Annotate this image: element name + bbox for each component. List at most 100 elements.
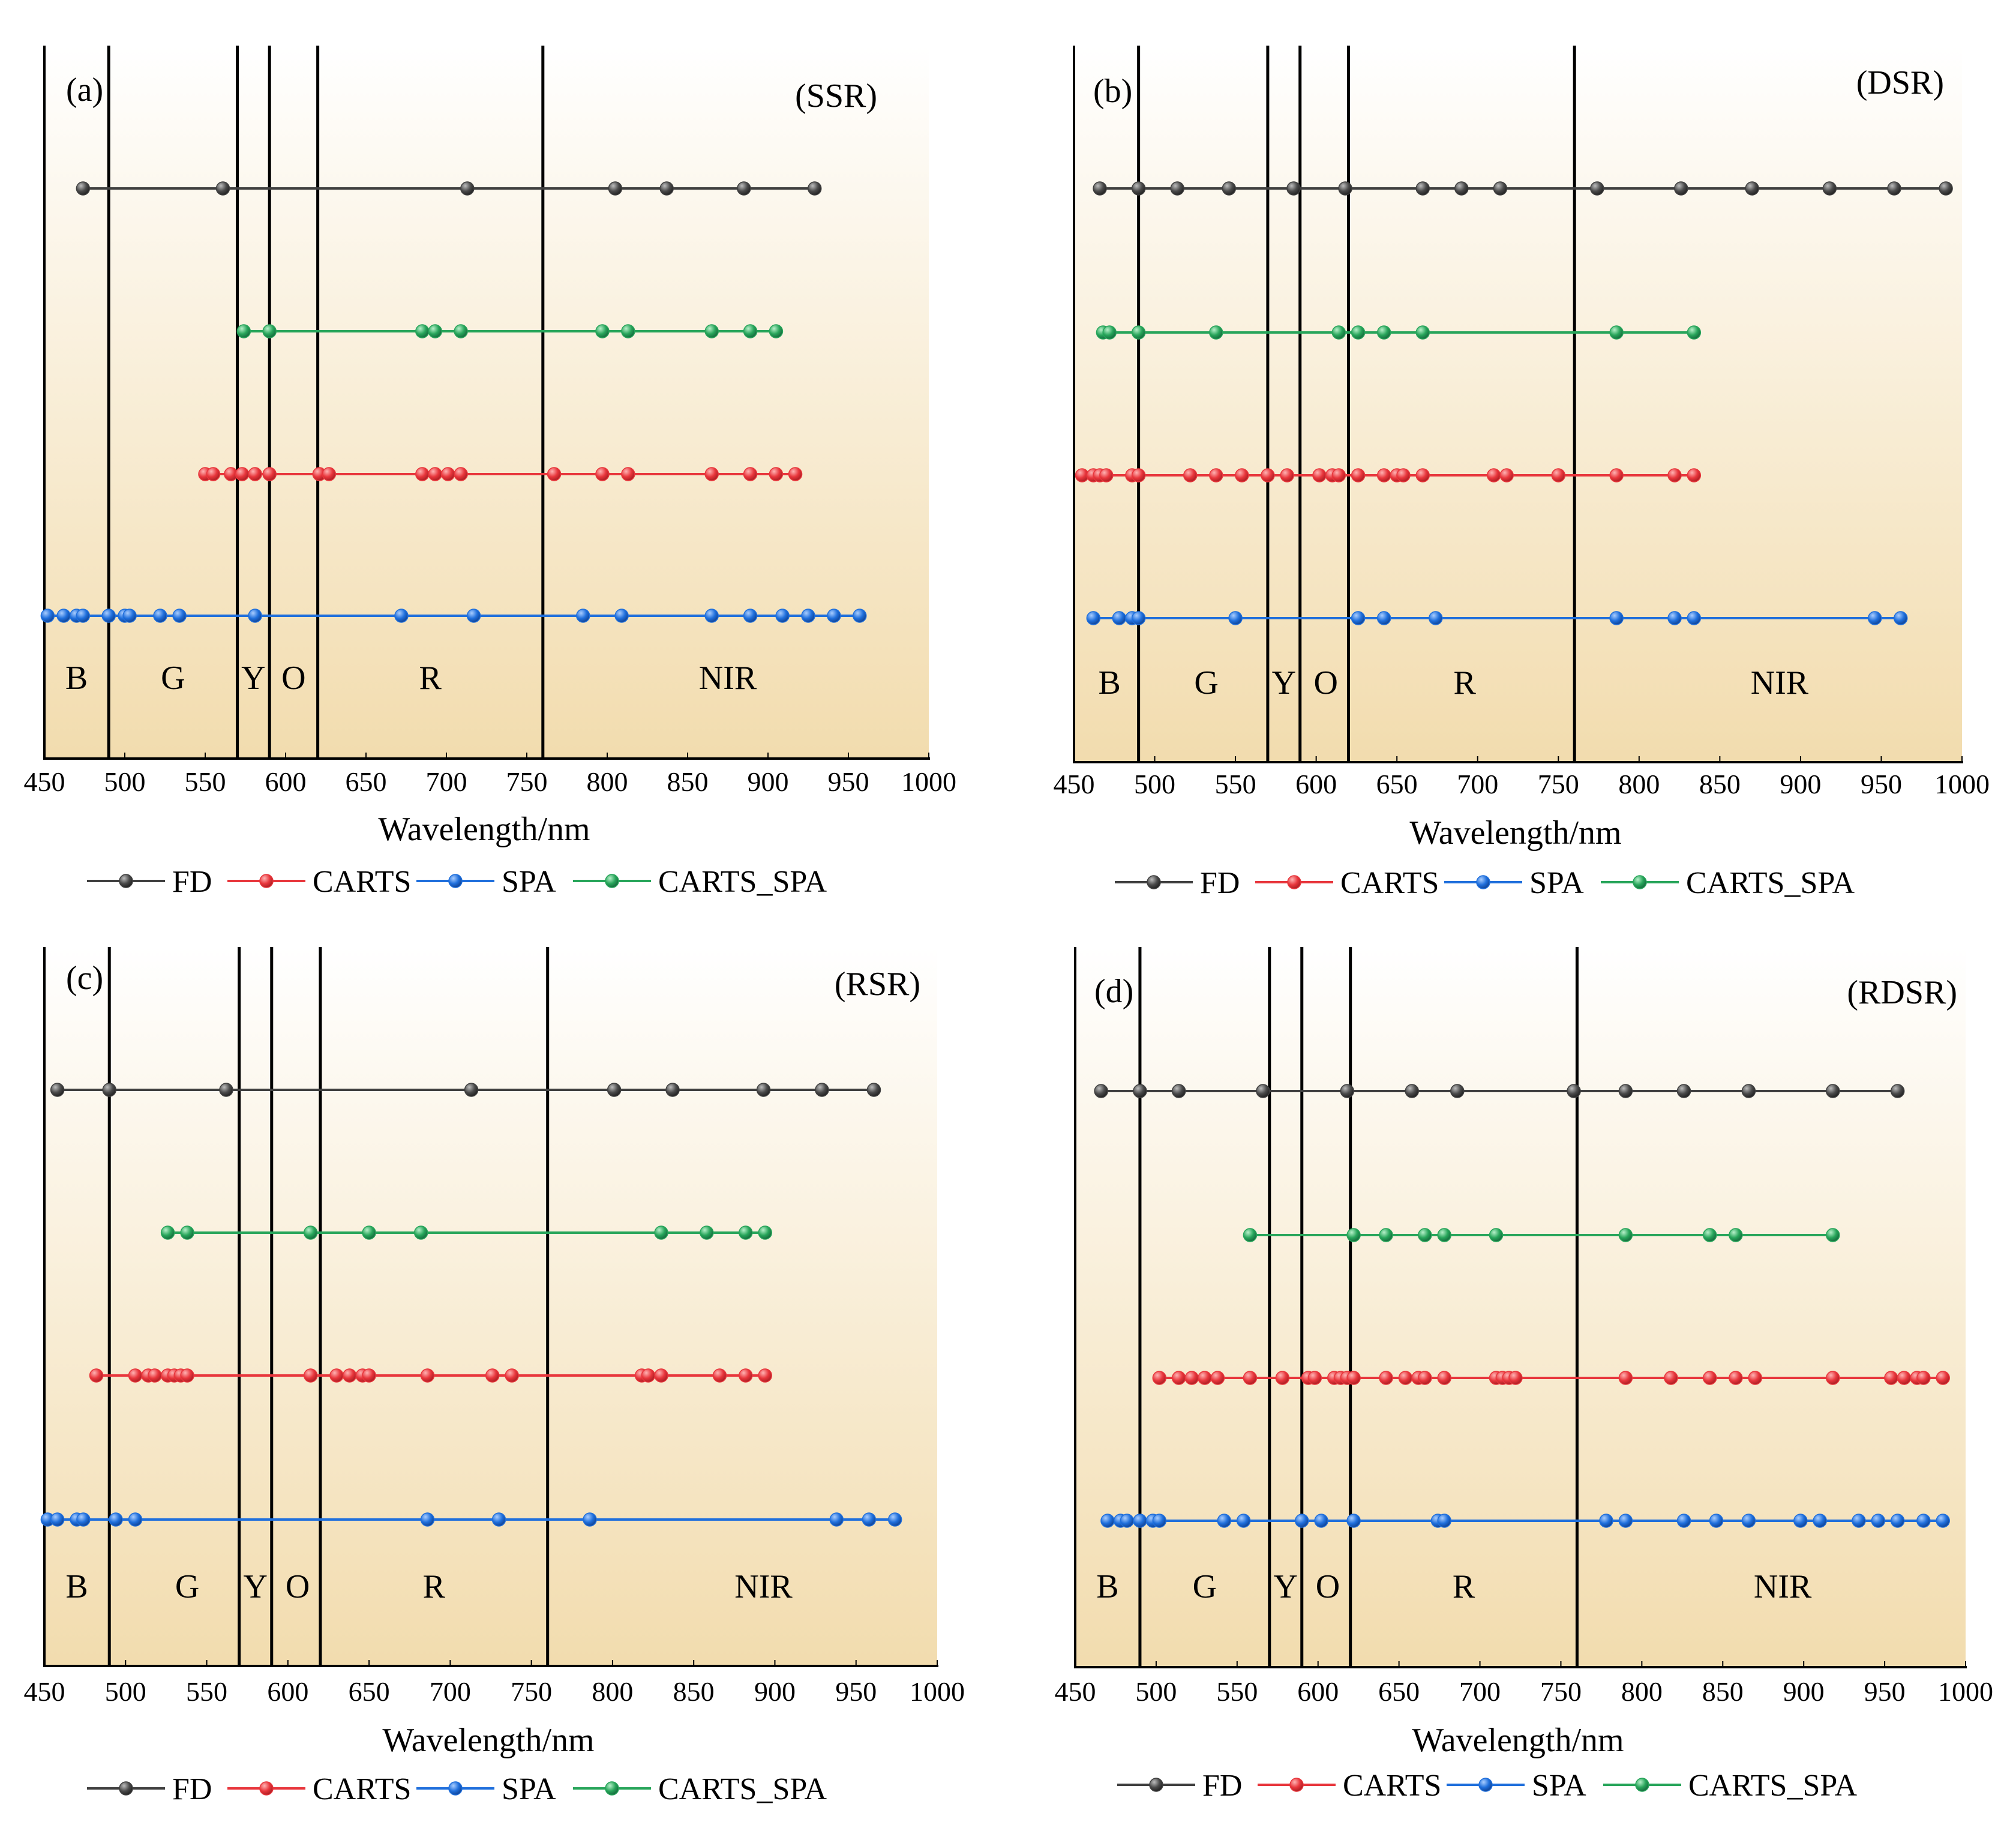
data-point [420,1368,435,1383]
band-label: G [1194,664,1218,702]
data-point [887,1512,902,1527]
band-label: G [161,660,185,697]
x-tick-label: 550 [1215,769,1256,799]
data-point [654,1225,668,1240]
legend-label: CARTS_SPA [658,1772,827,1806]
legend-item-carts-spa: CARTS_SPA [1601,866,1855,900]
legend: FD CARTS SPA CARTS_SPA [1115,866,1855,900]
data-point [1687,468,1702,483]
data-point [394,609,409,623]
data-point [1825,1084,1840,1098]
data-point [1415,468,1430,483]
data-point [1702,1371,1717,1385]
data-point [1674,181,1688,196]
data-point [466,609,481,623]
data-point [215,181,230,196]
data-point [1709,1514,1724,1528]
data-point [583,1512,597,1527]
data-point [1590,181,1604,196]
x-tick-label: 700 [1459,1676,1501,1707]
data-point [362,1225,376,1240]
data-point [1890,1514,1905,1528]
data-point [1131,468,1146,483]
data-point [1093,181,1107,196]
data-point [1916,1514,1931,1528]
data-point [1198,1371,1212,1385]
panel-title: (RSR) [835,966,920,1003]
data-point [1825,1371,1840,1385]
series-fd [50,1083,881,1097]
data-point [704,467,719,481]
data-point [1340,1084,1355,1098]
chart-panel-a: B G Y O R NIR 450 500 550 600 650 700 750 800 850 900 95… [24,46,956,899]
band-label: Y [1274,1568,1298,1605]
data-point [1243,1228,1258,1242]
data-point [428,467,442,481]
x-tick-label: 1000 [1938,1676,1993,1707]
data-point [665,1083,680,1097]
data-point [1376,468,1391,483]
data-point [1916,1371,1931,1385]
data-point [743,609,758,623]
data-point [1376,325,1391,340]
legend-marker [1147,875,1161,889]
data-point [862,1512,877,1527]
data-point [614,609,629,623]
data-point [180,1225,194,1240]
panel-title: (DSR) [1856,64,1944,101]
data-point [737,181,751,196]
data-point [1314,1514,1328,1528]
x-tick-label: 750 [1540,1676,1582,1707]
data-point [1493,181,1508,196]
data-point [1437,1228,1451,1242]
legend-marker [119,1781,133,1796]
x-tick-label: 850 [1702,1676,1744,1707]
series-spa [40,1512,902,1527]
x-tick-label: 600 [265,766,307,797]
legend-label: CARTS [1340,866,1439,900]
legend-label: SPA [1532,1769,1586,1803]
band-label: B [1096,1568,1118,1605]
legend-item-fd: FD [87,865,212,899]
legend-label: SPA [502,1772,556,1806]
data-point [829,1512,844,1527]
x-tick-label: 700 [1457,769,1498,799]
legend: FD CARTS SPA CARTS_SPA [87,1772,827,1806]
data-point [1346,1514,1361,1528]
data-point [1133,1084,1147,1098]
data-point [1171,1371,1186,1385]
data-point [1508,1371,1523,1385]
data-point [128,1368,143,1383]
legend-label: CARTS_SPA [1688,1769,1858,1803]
series-spa [1086,611,1908,625]
data-point [1418,1228,1432,1242]
x-tick-label: 450 [24,766,65,797]
data-point [739,1368,753,1383]
x-tick-label: 550 [185,766,226,797]
x-tick-label: 950 [835,1676,877,1707]
data-point [788,467,803,481]
x-tick-label: 1000 [1934,769,1990,799]
series-carts [1075,468,1702,483]
band-label: O [1314,664,1338,702]
series-spa [40,609,867,623]
legend-item-carts: CARTS [227,865,411,899]
data-point [1133,1514,1147,1528]
plot-background [1075,947,1966,1667]
data-point [322,467,337,481]
series-carts-spa [1096,325,1702,340]
legend-item-carts-spa: CARTS_SPA [1603,1769,1858,1803]
legend-marker [1478,1778,1493,1792]
data-point [1331,468,1346,483]
data-point [485,1368,500,1383]
plot-background [44,46,929,759]
data-point [621,324,635,338]
panel-label: (d) [1094,973,1133,1010]
data-point [1867,611,1882,625]
data-point [464,1083,479,1097]
data-point [1209,468,1223,483]
band-label: O [1316,1568,1340,1605]
legend-item-spa: SPA [416,865,556,899]
legend-marker [1289,1778,1304,1792]
data-point [1275,1371,1290,1385]
